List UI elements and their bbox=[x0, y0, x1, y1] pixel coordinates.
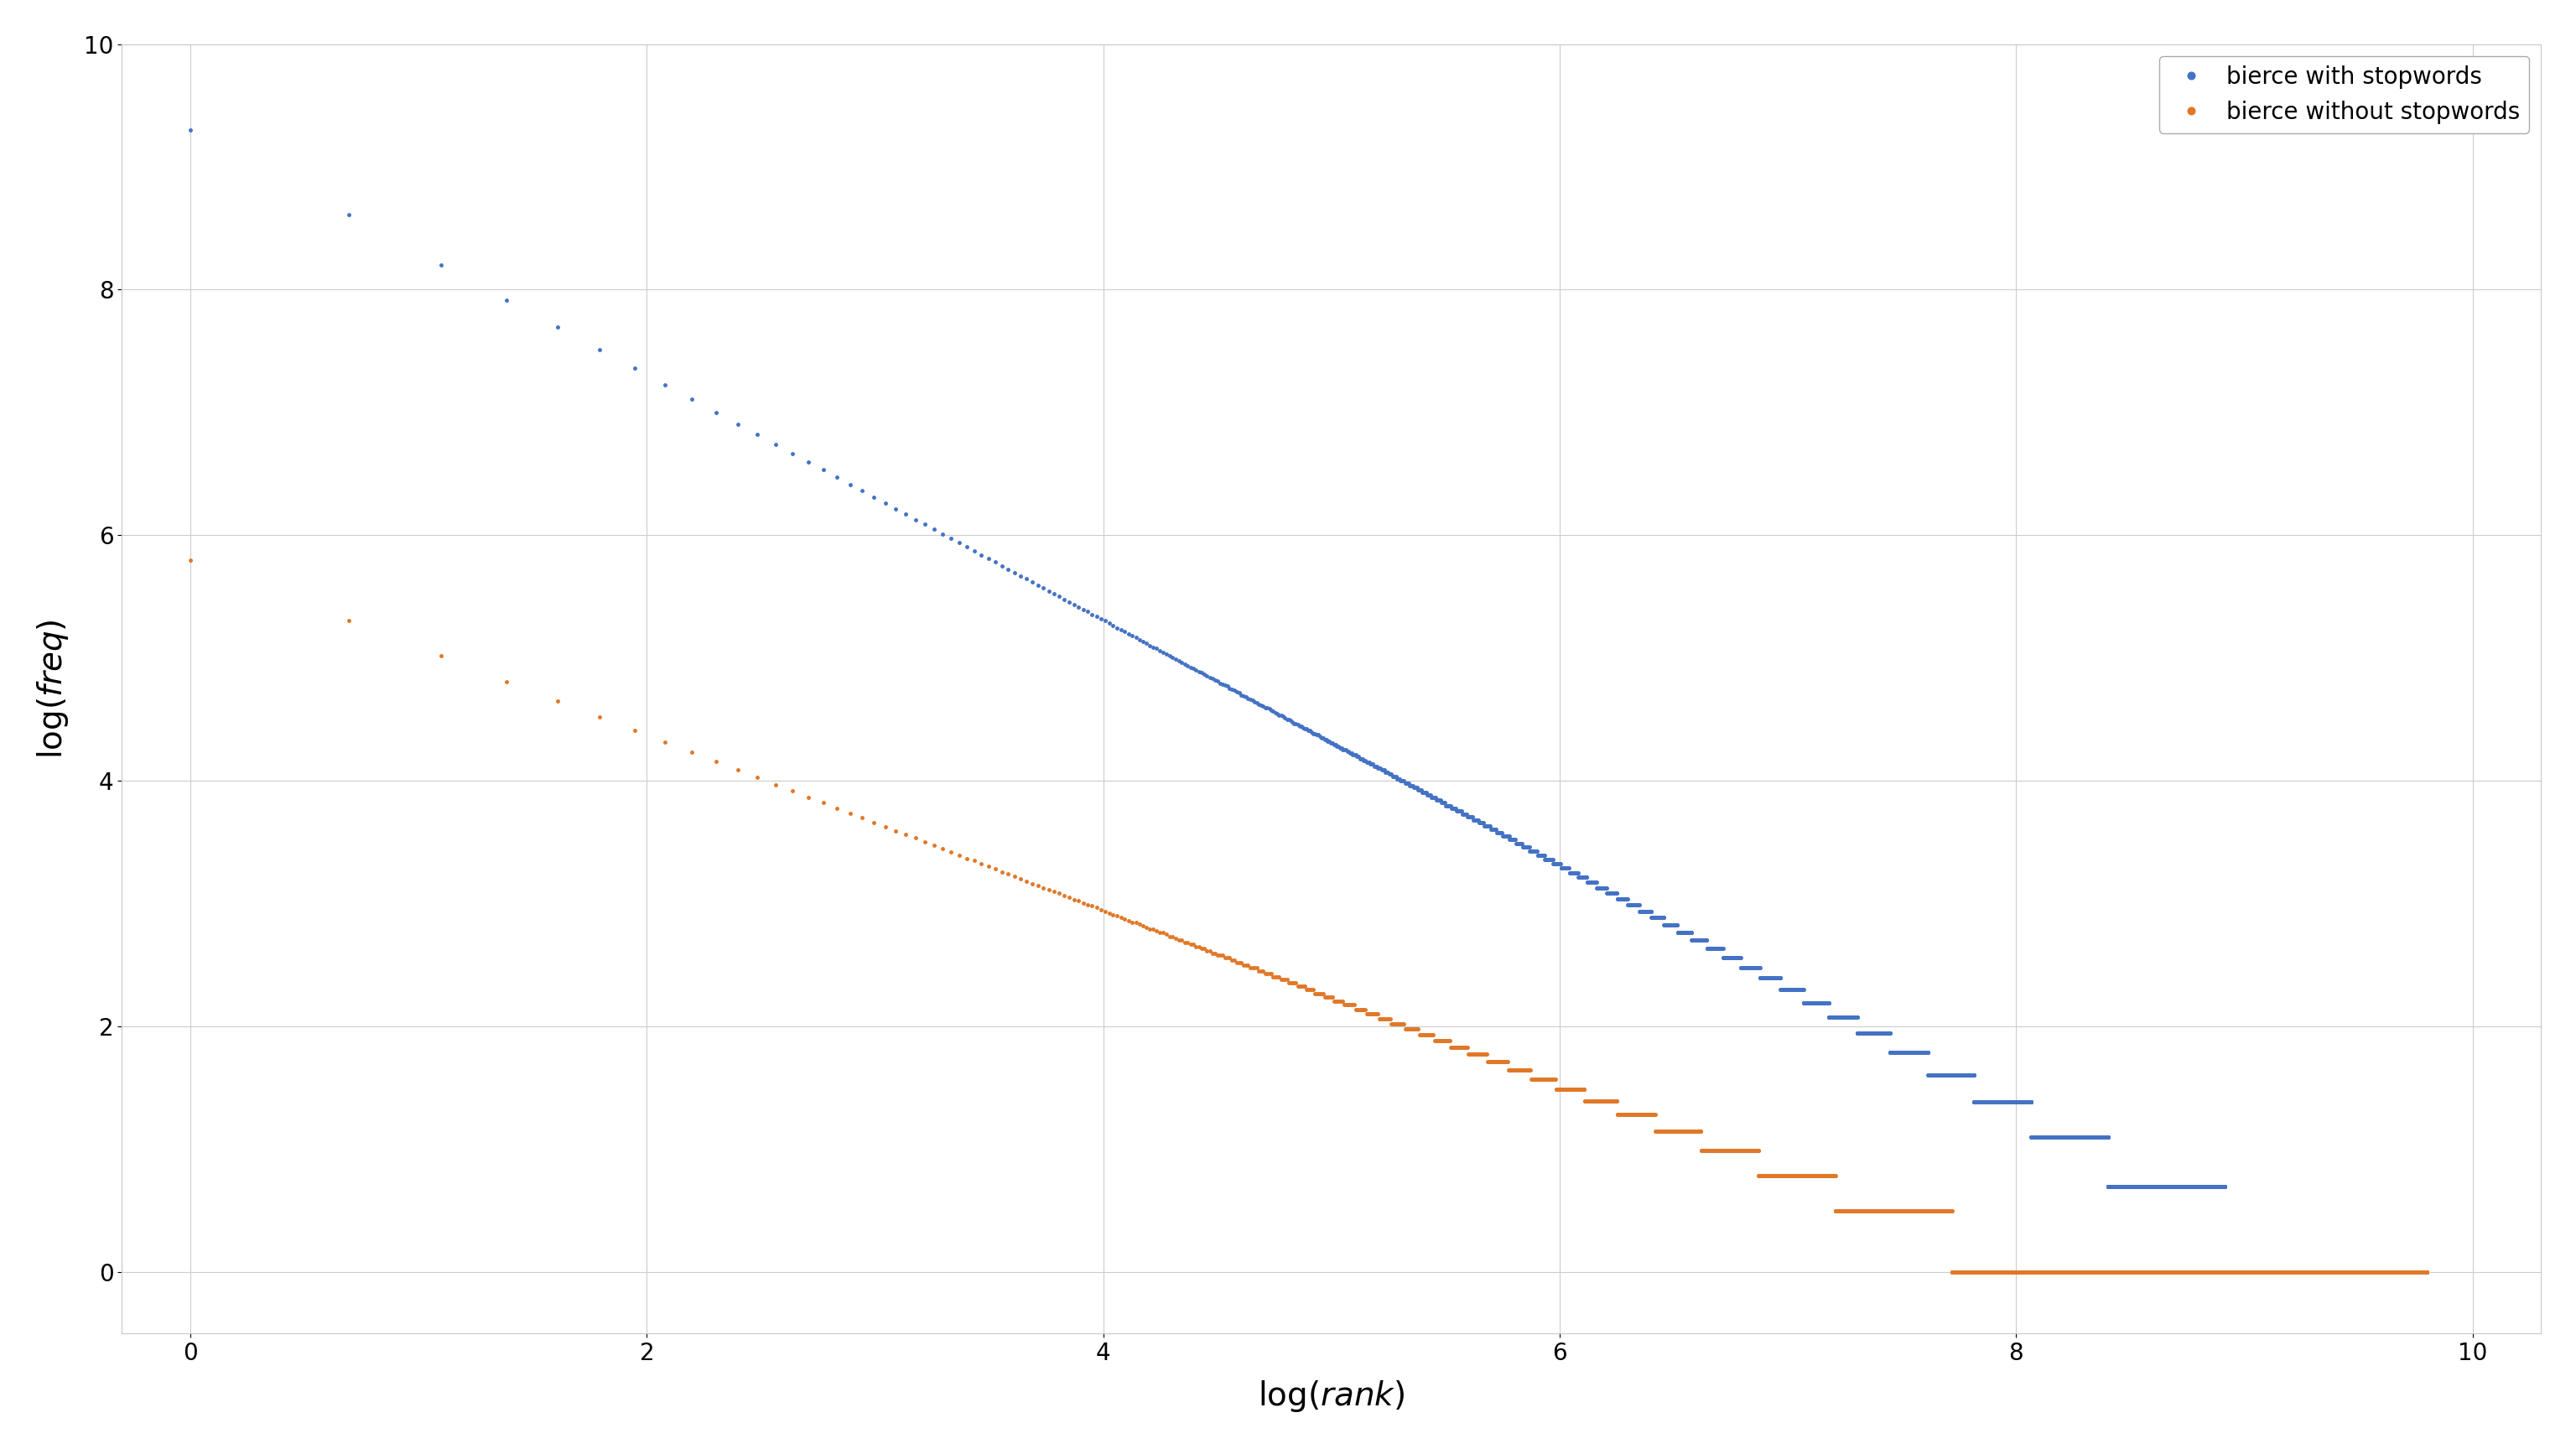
Legend: bierce with stopwords, bierce without stopwords: bierce with stopwords, bierce without st… bbox=[2159, 57, 2530, 133]
bierce without stopwords bbox=[1901, 1203, 1932, 1220]
Line: bierce without stopwords: bierce without stopwords bbox=[188, 556, 2429, 1275]
bierce with stopwords bbox=[2316, 1264, 2347, 1281]
bierce without stopwords bbox=[175, 551, 206, 568]
bierce with stopwords bbox=[1875, 1043, 1906, 1061]
bierce without stopwords bbox=[2388, 1264, 2419, 1281]
bierce without stopwords bbox=[1713, 1142, 1744, 1159]
Line: bierce with stopwords: bierce with stopwords bbox=[188, 128, 2354, 1275]
bierce with stopwords bbox=[1901, 1043, 1932, 1061]
bierce without stopwords bbox=[2313, 1264, 2344, 1281]
bierce with stopwords bbox=[2161, 1178, 2192, 1195]
bierce with stopwords bbox=[2156, 1178, 2187, 1195]
bierce without stopwords bbox=[1937, 1264, 1968, 1281]
bierce without stopwords bbox=[1839, 1203, 1870, 1220]
bierce with stopwords bbox=[2094, 1178, 2125, 1195]
bierce without stopwords bbox=[2321, 1264, 2352, 1281]
X-axis label: log($\mathit{rank}$): log($\mathit{rank}$) bbox=[1257, 1379, 1404, 1414]
Y-axis label: log($\mathit{freq}$): log($\mathit{freq}$) bbox=[36, 619, 70, 758]
bierce without stopwords bbox=[2411, 1264, 2442, 1281]
bierce with stopwords bbox=[175, 122, 206, 139]
bierce with stopwords bbox=[2336, 1264, 2367, 1281]
bierce with stopwords bbox=[2210, 1264, 2241, 1281]
